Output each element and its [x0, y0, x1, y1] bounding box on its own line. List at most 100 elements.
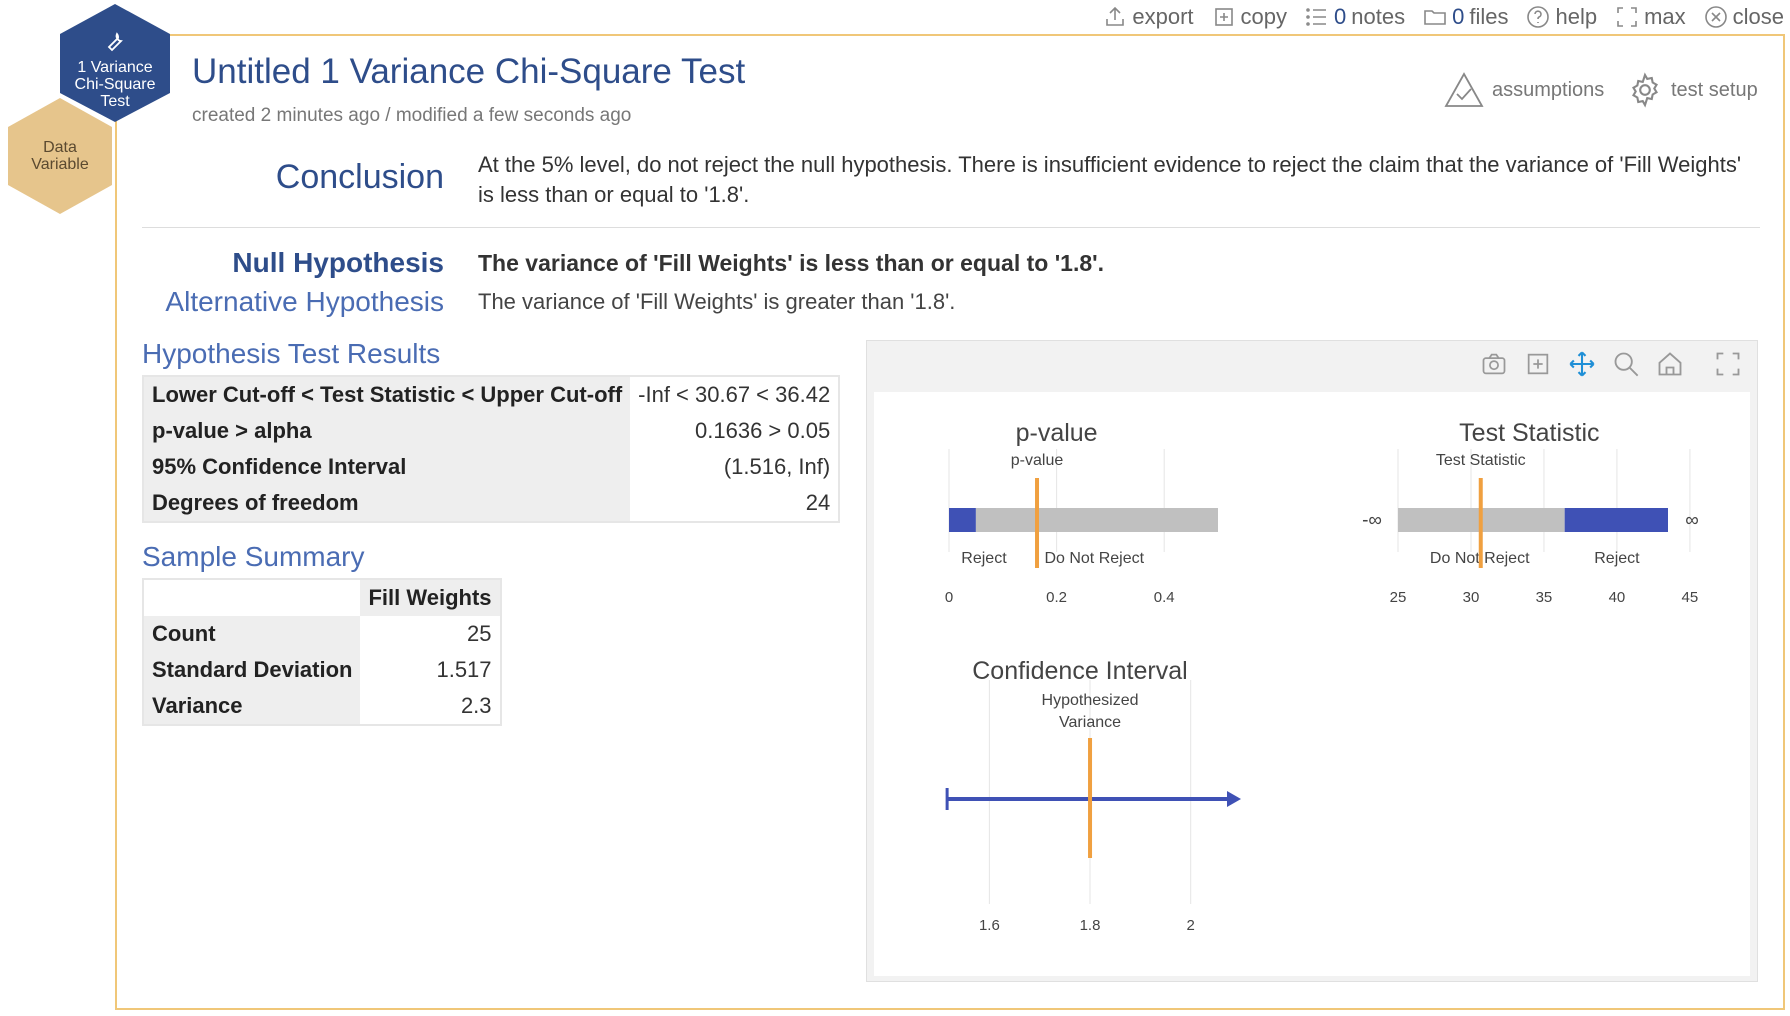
- help-icon: [1527, 6, 1550, 28]
- tick-label: 35: [1536, 589, 1553, 606]
- row-value: -Inf < 30.67 < 36.42: [638, 382, 831, 407]
- home-icon[interactable]: [1656, 350, 1684, 378]
- region-bar: [949, 508, 976, 532]
- tick-label: 0: [945, 589, 953, 606]
- results-table: Lower Cut-off < Test Statistic < Upper C…: [142, 375, 841, 523]
- assumptions-button[interactable]: assumptions: [1444, 72, 1604, 108]
- axis-limit-label: -∞: [1362, 510, 1382, 531]
- tool-badge[interactable]: 1 Variance Chi-Square Test: [58, 2, 172, 124]
- divider: [142, 227, 1760, 228]
- alternative-hypothesis-label: Alternative Hypothesis: [165, 286, 444, 317]
- empty-header-cell: [143, 579, 361, 616]
- conclusion-label: Conclusion: [275, 158, 444, 196]
- summary-title: Sample Summary: [142, 541, 365, 572]
- files-button[interactable]: 0 files: [1423, 4, 1508, 30]
- null-hypothesis-text: The variance of 'Fill Weights' is less t…: [478, 250, 1104, 276]
- badge-line: Data: [43, 139, 77, 156]
- test-setup-button[interactable]: test setup: [1627, 72, 1758, 108]
- tick-label: 0.2: [1046, 589, 1067, 606]
- tick-label: 45: [1682, 589, 1699, 606]
- notes-count: 0: [1334, 4, 1347, 29]
- row-label: Degrees of freedom: [143, 485, 631, 522]
- row-label: 95% Confidence Interval: [143, 449, 631, 485]
- list-icon: [1306, 8, 1327, 26]
- table-row: Degrees of freedom 24: [143, 485, 839, 522]
- table-row: 95% Confidence Interval (1.516, Inf): [143, 449, 839, 485]
- pan-icon[interactable]: [1568, 350, 1596, 378]
- gear-icon: [1632, 72, 1658, 108]
- fullscreen-icon[interactable]: [1714, 350, 1742, 378]
- copy-button[interactable]: copy: [1212, 4, 1287, 30]
- interval-arrowhead: [1227, 791, 1241, 807]
- region-bar: [975, 508, 1218, 532]
- table-row: Count 25: [143, 616, 501, 652]
- warning-triangle-icon: [1444, 72, 1484, 107]
- table-row: Standard Deviation 1.517: [143, 652, 501, 688]
- maximize-icon: [1617, 7, 1637, 27]
- help-button[interactable]: help: [1526, 4, 1597, 30]
- page-title[interactable]: Untitled 1 Variance Chi-Square Test: [192, 52, 746, 91]
- close-button[interactable]: close: [1704, 4, 1784, 30]
- region-bar: [1564, 508, 1668, 532]
- table-row: Variance 2.3: [143, 688, 501, 725]
- camera-icon[interactable]: [1480, 350, 1508, 378]
- row-label: Standard Deviation: [143, 652, 361, 688]
- row-label: Lower Cut-off < Test Statistic < Upper C…: [143, 376, 631, 413]
- table-header-row: Fill Weights: [143, 579, 501, 616]
- tick-label: 25: [1390, 589, 1407, 606]
- close-label: close: [1732, 4, 1784, 29]
- export-icon: [1106, 6, 1125, 26]
- summary-table: Fill Weights Count 25 Standard Deviation…: [142, 578, 502, 726]
- plot-background: [874, 392, 1750, 976]
- column-header: Fill Weights: [360, 579, 501, 616]
- max-button[interactable]: max: [1615, 4, 1686, 30]
- test-setup-label: test setup: [1671, 78, 1758, 101]
- tick-label: 40: [1609, 589, 1626, 606]
- page-subtitle: created 2 minutes ago / modified a few s…: [192, 105, 632, 126]
- row-value: 0.1636 > 0.05: [695, 418, 831, 443]
- close-icon: [1704, 6, 1727, 28]
- row-label: Variance: [143, 688, 361, 725]
- notes-button[interactable]: 0 notes: [1305, 4, 1405, 30]
- files-label: files: [1469, 4, 1509, 29]
- table-row: Lower Cut-off < Test Statistic < Upper C…: [143, 376, 839, 413]
- tick-label: 2: [1187, 917, 1195, 934]
- row-label: p-value > alpha: [143, 413, 631, 449]
- top-toolbar: export copy 0 notes 0 files help max clo…: [1103, 0, 1790, 34]
- notes-label: notes: [1351, 4, 1406, 29]
- copy-label: copy: [1240, 4, 1288, 29]
- help-label: help: [1555, 4, 1598, 29]
- max-label: max: [1644, 4, 1686, 29]
- chart-title: Test Statistic: [1459, 419, 1599, 447]
- region-label: Do Not Reject: [1044, 550, 1144, 567]
- export-button[interactable]: export: [1103, 4, 1194, 30]
- row-value: 2.3: [460, 693, 492, 718]
- marker-label: p-value: [1011, 452, 1064, 469]
- row-value: (1.516, Inf): [723, 454, 831, 479]
- duplicate-icon[interactable]: [1524, 350, 1552, 378]
- table-row: p-value > alpha 0.1636 > 0.05: [143, 413, 839, 449]
- charts-canvas: 0 0.2 0.4 Reject Do Not Reject p-value p-value…: [874, 392, 1750, 976]
- tick-label: 30: [1463, 589, 1480, 606]
- badge-line: Variable: [31, 156, 89, 173]
- alternative-hypothesis-text: The variance of 'Fill Weights' is greate…: [478, 289, 956, 314]
- tool-badge-text: 1 Variance Chi-Square Test: [74, 31, 156, 110]
- hexagon-shape: [8, 98, 112, 214]
- hexagon-shape: [60, 4, 170, 122]
- row-value: 25: [467, 621, 492, 646]
- tick-label: 1.8: [1080, 917, 1101, 934]
- assumptions-label: assumptions: [1492, 78, 1605, 101]
- zoom-icon[interactable]: [1612, 350, 1640, 378]
- data-variable-badge[interactable]: Data Variable: [6, 96, 114, 216]
- row-value: 1.517: [436, 657, 492, 682]
- badge-line: Test: [100, 92, 130, 110]
- region-label: Reject: [961, 550, 1007, 567]
- export-label: export: [1132, 4, 1194, 29]
- tick-label: 0.4: [1154, 589, 1175, 606]
- tick-label: 1.6: [979, 917, 1000, 934]
- chart-title: Confidence Interval: [972, 657, 1187, 685]
- marker-label: Test Statistic: [1436, 452, 1526, 469]
- badge-line: Chi-Square: [74, 75, 156, 93]
- row-label: Count: [143, 616, 361, 652]
- folder-icon: [1424, 10, 1446, 25]
